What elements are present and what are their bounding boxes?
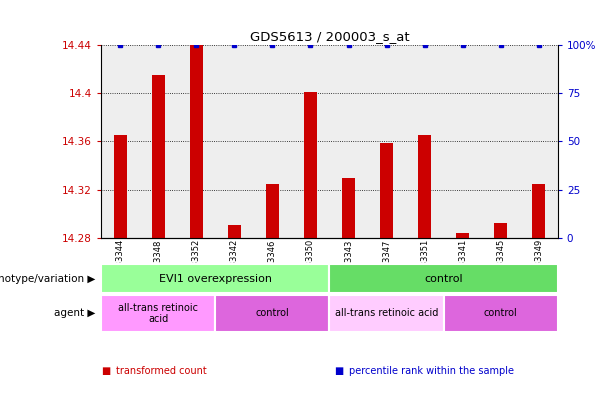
Bar xyxy=(330,45,368,238)
Bar xyxy=(444,45,482,238)
Bar xyxy=(520,45,558,238)
Bar xyxy=(215,45,253,238)
Bar xyxy=(304,92,317,238)
Bar xyxy=(494,223,508,238)
Text: EVI1 overexpression: EVI1 overexpression xyxy=(159,274,272,284)
Bar xyxy=(380,143,393,238)
Bar xyxy=(330,295,444,332)
Text: agent ▶: agent ▶ xyxy=(54,309,95,318)
Bar xyxy=(444,295,558,332)
Bar xyxy=(253,45,291,238)
Text: control: control xyxy=(484,309,517,318)
Bar xyxy=(342,178,355,238)
Bar xyxy=(177,45,215,238)
Title: GDS5613 / 200003_s_at: GDS5613 / 200003_s_at xyxy=(249,29,409,42)
Bar xyxy=(215,295,330,332)
Text: transformed count: transformed count xyxy=(116,366,207,376)
Bar xyxy=(266,184,279,238)
Text: all-trans retinoic
acid: all-trans retinoic acid xyxy=(118,303,198,324)
Bar xyxy=(101,264,330,293)
Text: percentile rank within the sample: percentile rank within the sample xyxy=(349,366,514,376)
Bar xyxy=(227,224,241,238)
Bar xyxy=(101,45,139,238)
Text: control: control xyxy=(424,274,463,284)
Bar xyxy=(291,45,330,238)
Bar xyxy=(139,45,177,238)
Text: ■: ■ xyxy=(334,366,343,376)
Bar xyxy=(406,45,444,238)
Text: all-trans retinoic acid: all-trans retinoic acid xyxy=(335,309,438,318)
Text: genotype/variation ▶: genotype/variation ▶ xyxy=(0,274,95,284)
Bar xyxy=(482,45,520,238)
Bar xyxy=(151,75,165,238)
Bar xyxy=(418,136,432,238)
Text: ■: ■ xyxy=(101,366,110,376)
Bar xyxy=(532,184,546,238)
Bar xyxy=(330,264,558,293)
Bar xyxy=(113,136,127,238)
Bar xyxy=(189,45,203,238)
Bar xyxy=(456,233,470,238)
Bar xyxy=(101,295,215,332)
Bar xyxy=(368,45,406,238)
Text: control: control xyxy=(256,309,289,318)
